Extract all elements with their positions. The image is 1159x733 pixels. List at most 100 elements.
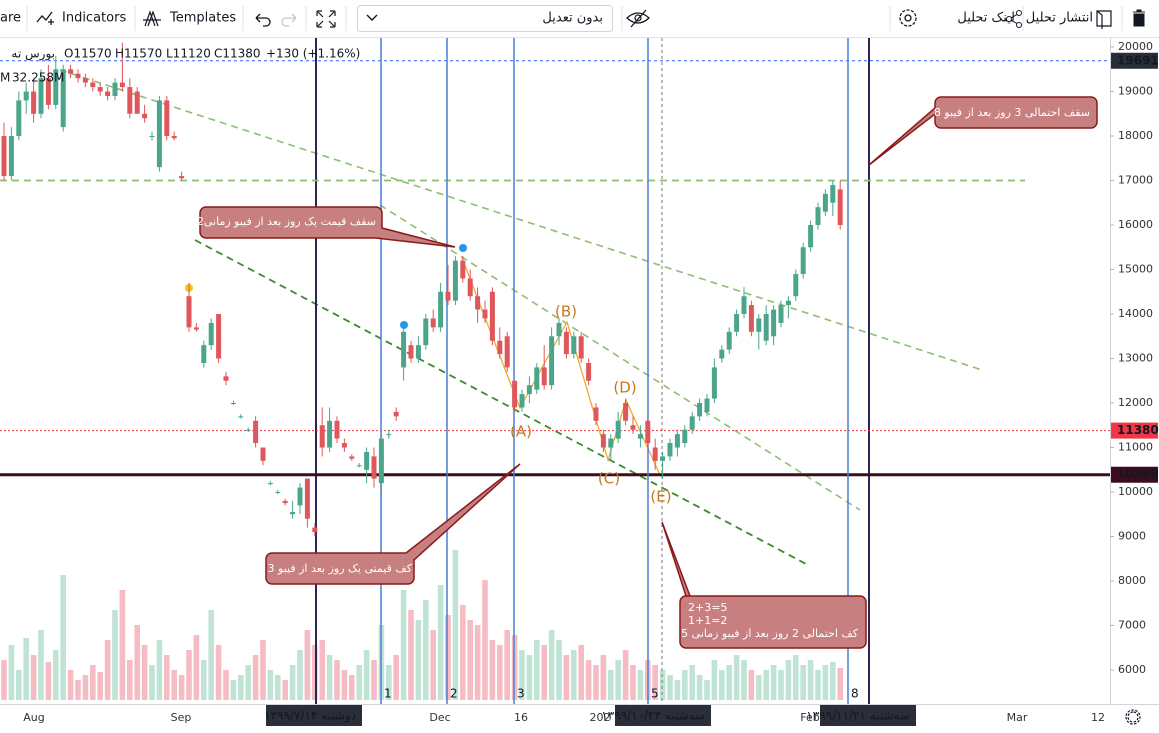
fullscreen-button[interactable]	[316, 10, 336, 28]
redo-button[interactable]	[281, 13, 297, 27]
volume-bar	[178, 675, 185, 700]
axis-settings[interactable]	[1125, 709, 1141, 725]
candle-body	[785, 300, 791, 306]
candle-body	[149, 136, 155, 138]
volume-bar	[164, 655, 170, 700]
volume-bar	[430, 630, 436, 700]
volume-bar	[53, 650, 59, 700]
candle-body	[304, 478, 310, 519]
date-badge-label: سه‌شنبه ۱۳۹۹/۱۱/۲۱	[806, 709, 910, 723]
candle-body	[45, 78, 51, 105]
candle-body	[134, 91, 140, 114]
candle-body	[623, 403, 629, 421]
candle-body	[171, 136, 177, 139]
candle-body	[60, 69, 66, 128]
volume-bar	[445, 615, 451, 700]
volume-bar	[267, 670, 274, 700]
legend-change: +130 (+1.16%)	[266, 47, 360, 61]
candle-body	[756, 318, 762, 332]
candle-body	[660, 456, 666, 461]
date-badge-label: سه‌شنبه ۱۳۹۹/۱۰/۲۳	[601, 709, 705, 723]
fib-zone-label: 2	[450, 687, 458, 701]
candle-body	[164, 100, 170, 137]
y-tick-label: 9000	[1118, 530, 1146, 543]
publish-icon	[1096, 10, 1112, 29]
volume-bar	[748, 670, 755, 700]
symbol-name: بورس ته	[11, 47, 55, 62]
hide-button[interactable]	[626, 9, 650, 28]
wave-label: (D)	[613, 379, 636, 397]
y-tick-label: 6000	[1118, 663, 1146, 676]
price-badge	[1111, 52, 1158, 69]
date-badge	[615, 705, 711, 726]
candle-body	[741, 296, 747, 315]
volume-bar	[778, 670, 784, 700]
y-tick-label: 12000	[1118, 396, 1153, 409]
volume-bar	[763, 670, 769, 700]
templates-icon	[143, 10, 161, 27]
settings-button[interactable]	[899, 9, 917, 27]
templates-button[interactable]: Templates	[169, 11, 236, 26]
adjustment-dropdown[interactable]	[357, 5, 613, 32]
volume-bar	[571, 650, 577, 700]
candle-body	[23, 91, 29, 101]
volume-bar	[830, 662, 836, 700]
y-tick-label: 15000	[1118, 263, 1153, 276]
undo-button[interactable]	[255, 13, 271, 27]
volume-bar	[733, 655, 740, 700]
candle-body	[438, 291, 444, 328]
volume-bar	[149, 665, 155, 700]
publish-button[interactable]: انتشار تحلیل	[1026, 11, 1093, 26]
volume-bar	[90, 665, 96, 700]
candle-body	[586, 362, 592, 381]
candle-body	[460, 260, 466, 279]
volume-bar	[156, 640, 163, 700]
date-badge	[266, 705, 362, 726]
candle-body	[667, 443, 673, 457]
candle-body	[674, 434, 680, 448]
share-button[interactable]: are	[0, 11, 21, 26]
candle-body	[504, 336, 510, 368]
candle-body	[349, 456, 355, 459]
candle-body	[771, 309, 777, 337]
volume-bar	[186, 650, 192, 700]
callout-text: سقف قیمت یک روز بعد از فیبو زمانی2	[197, 215, 376, 228]
callout	[265, 463, 521, 585]
volume-bar	[504, 630, 510, 700]
y-tick-label: 11000	[1118, 441, 1153, 454]
volume-bar	[497, 645, 503, 700]
volume-bar	[667, 675, 673, 700]
price-badge	[1111, 466, 1158, 483]
date-badge	[820, 705, 916, 726]
candle-body	[193, 327, 199, 330]
candle-body	[364, 451, 370, 470]
candle-body	[600, 434, 606, 448]
candle-body	[334, 420, 340, 439]
candle-body	[208, 322, 214, 346]
volume-bar	[608, 670, 614, 700]
volume-bar	[719, 670, 725, 700]
candle-body	[830, 184, 836, 203]
volume-bar	[171, 670, 177, 700]
candle-body	[726, 331, 732, 350]
callout-text: کف احتمالی 2 روز بعد از فیبو زمانی 5	[681, 627, 859, 640]
candle-body	[748, 305, 754, 332]
volume-bar	[474, 625, 481, 700]
candle-body	[401, 331, 407, 368]
candle-body	[578, 336, 584, 359]
y-tick-label: 7000	[1118, 619, 1146, 632]
link-button[interactable]: لینک تحلیل	[957, 11, 1015, 26]
volume-bar	[415, 620, 422, 700]
price-badge-label: 11380	[1117, 423, 1159, 437]
candle-body	[615, 420, 621, 439]
indicators-button[interactable]: Indicators	[62, 11, 126, 26]
candle-body	[327, 420, 333, 448]
candle-body	[452, 260, 458, 301]
delete-button[interactable]	[1133, 9, 1145, 27]
trend-line	[379, 204, 861, 511]
fib-zone-label: 3	[517, 687, 525, 701]
candle-body	[556, 322, 562, 337]
volume-bar	[682, 670, 688, 700]
